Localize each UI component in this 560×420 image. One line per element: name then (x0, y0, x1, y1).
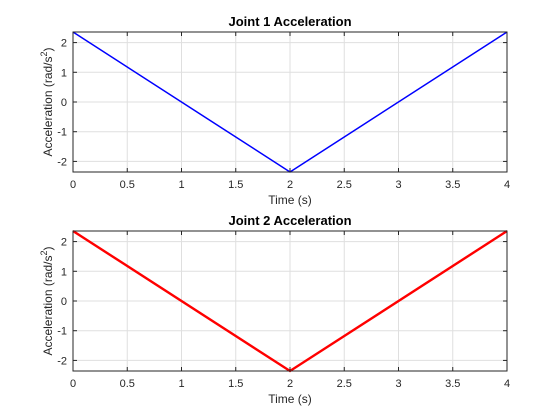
y-tick-label: 2 (61, 237, 67, 249)
x-axis-label: Time (s) (268, 193, 312, 207)
x-tick-label: 1.5 (228, 378, 243, 390)
y-tick-label: -2 (57, 355, 67, 367)
x-tick-label: 3 (395, 378, 401, 390)
y-axis-label: Acceleration (rad/s2) (39, 47, 55, 156)
x-tick-label: 1 (178, 378, 184, 390)
x-tick-label: 2 (287, 179, 293, 191)
x-tick-label: 2.5 (337, 378, 352, 390)
x-tick-label: 2 (287, 378, 293, 390)
x-tick-label: 3 (395, 179, 401, 191)
x-tick-label: 3.5 (445, 179, 460, 191)
y-tick-label: 0 (61, 296, 67, 308)
y-tick-label: 2 (61, 38, 67, 50)
chart-title: Joint 1 Acceleration (228, 14, 351, 29)
y-tick-label: 0 (61, 97, 67, 109)
x-axis-label: Time (s) (268, 392, 312, 406)
y-tick-label: 1 (61, 266, 67, 278)
x-tick-label: 1.5 (228, 179, 243, 191)
y-axis-label-superscript: 2 (39, 250, 49, 255)
x-tick-label: 1 (178, 179, 184, 191)
x-tick-label: 4 (504, 378, 510, 390)
x-tick-label: 4 (504, 179, 510, 191)
y-tick-label: -1 (57, 127, 67, 139)
x-tick-label: 2.5 (337, 179, 352, 191)
chart-panel-2: 0 0.5 1 1.5 2 2.5 3 3.5 4 -2 -1 0 1 2 Joint 2 Accelera… (39, 213, 510, 406)
y-tick-label: -1 (57, 326, 67, 338)
y-axis-label-suffix: ) (41, 47, 55, 51)
chart-panel-1: 0 0.5 1 1.5 2 2.5 3 3.5 4 -2 -1 0 1 2 Joint 1 Accelera… (39, 14, 510, 207)
chart-title: Joint 2 Acceleration (228, 213, 351, 228)
x-tick-label: 0.5 (120, 179, 135, 191)
y-axis-label-superscript: 2 (39, 51, 49, 56)
x-tick-label: 0.5 (120, 378, 135, 390)
x-tick-label: 0 (70, 378, 76, 390)
y-axis-label-text: Acceleration (rad/s (41, 56, 55, 156)
y-tick-label: -2 (57, 156, 67, 168)
y-axis-label: Acceleration (rad/s2) (39, 246, 55, 355)
x-tick-label: 0 (70, 179, 76, 191)
y-axis-label-text: Acceleration (rad/s (41, 255, 55, 355)
x-tick-label: 3.5 (445, 378, 460, 390)
y-axis-label-suffix: ) (41, 246, 55, 250)
y-tick-label: 1 (61, 67, 67, 79)
